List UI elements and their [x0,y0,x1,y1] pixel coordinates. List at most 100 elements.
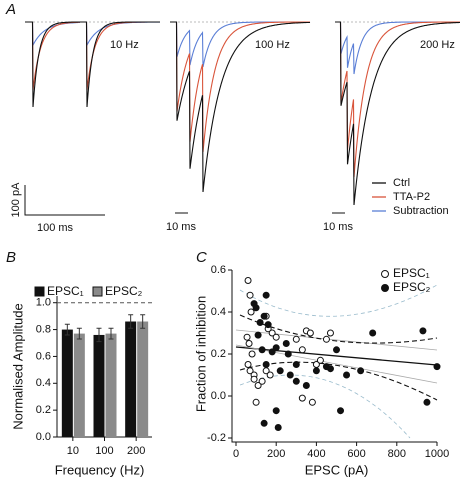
trace [80,21,160,108]
error-bar [96,327,102,343]
bar [73,333,85,437]
point [244,277,252,284]
point [268,348,276,356]
y-tick-label: 0.0 [211,390,226,402]
point [292,361,300,368]
point [243,333,251,341]
scale-label: 10 ms [166,221,196,233]
legend-label: EPSC₁ [47,284,84,298]
point [326,329,334,337]
point [262,361,270,368]
point [302,382,310,389]
y-axis-title: Normalised Amplitude [10,303,25,429]
bar [61,329,73,437]
point [298,346,306,354]
point [419,327,427,335]
point [322,335,330,343]
point [343,371,351,379]
error-bar [76,327,82,340]
point [250,375,258,383]
y-tick-label: 0.2 [36,404,51,416]
point [247,308,255,316]
scale-label: 100 pA [10,182,22,218]
x-tick-label: 800 [388,448,406,460]
y-axis-title: Fraction of inhibition [193,296,208,412]
panel-label: A [5,1,16,18]
x-axis-title: EPSC (pA) [305,462,369,477]
axis [231,270,437,443]
y-tick-label: 0.8 [36,323,51,335]
point [306,329,314,337]
point [276,367,284,375]
point [252,398,260,406]
x-tick-label: 10 [67,445,79,457]
error-bar [108,327,114,340]
point [333,346,340,354]
trace [335,21,460,206]
trace [335,21,460,178]
point [298,394,306,402]
point [252,304,260,312]
bar [137,321,149,437]
point [292,377,300,385]
point [282,340,290,347]
y-tick-label: 1.0 [36,297,51,309]
point [423,398,431,406]
y-tick-label: 0.4 [211,306,226,318]
point [254,331,262,339]
point [262,291,270,299]
x-tick-label: 200 [267,448,285,460]
point [260,312,268,320]
point [246,367,254,375]
x-tick-label: 200 [127,445,145,457]
bar [105,333,117,437]
legend-swatch [92,286,103,297]
point [284,350,292,358]
x-tick-label: 400 [307,448,325,460]
point [286,371,294,379]
point [272,333,280,341]
y-tick-label: 0.4 [36,377,51,389]
scale-bar [24,185,105,216]
legend-marker [381,270,389,278]
legend-label: EPSC₂ [393,280,431,294]
y-tick-label: -0.2 [207,432,226,444]
bar [125,321,137,437]
point [292,335,300,343]
point [246,291,254,299]
trace [170,21,310,153]
scale-label: 100 ms [37,222,74,234]
point [266,371,274,379]
y-tick-label: 0.6 [211,264,226,276]
y-tick-label: 0.0 [36,431,51,443]
trace [170,21,311,193]
panel-label: C [196,249,207,266]
point [308,398,316,406]
legend-swatch [34,286,45,297]
bar [93,334,105,437]
x-tick-label: 0 [233,448,239,460]
frequency-label: 10 Hz [110,39,139,51]
point [433,363,441,371]
point [258,346,266,354]
error-bar [128,314,134,329]
point [254,382,262,389]
point [369,329,377,337]
point [245,340,253,347]
x-tick-label: 600 [347,448,365,460]
point [260,419,268,427]
y-tick-label: 0.6 [36,350,51,362]
point [272,344,280,352]
legend-label: EPSC₂ [105,284,143,298]
panel-label: B [6,249,16,266]
point [337,407,345,415]
point [312,367,320,375]
point [244,361,252,368]
point [326,365,334,373]
legend-marker [381,284,389,292]
point [248,350,256,358]
legend-label: Subtraction [393,205,449,217]
legend-label: TTA-P2 [393,191,430,203]
point [258,377,266,385]
